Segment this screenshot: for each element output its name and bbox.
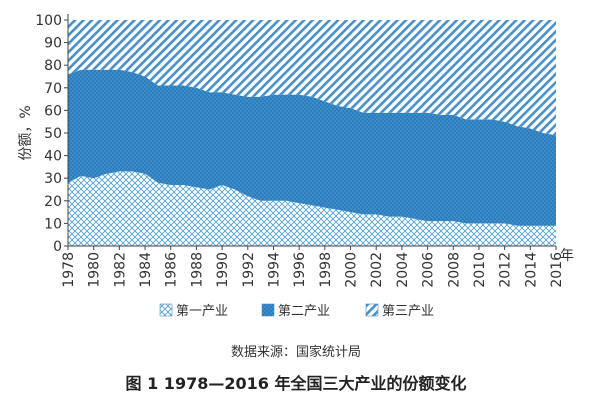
y-tick-label: 80 (44, 58, 62, 74)
legend-label-3: 第三产业 (382, 304, 434, 319)
x-tick-label: 1978 (61, 252, 77, 288)
x-tick-label: 1986 (164, 252, 180, 288)
axes: 0 10 20 30 40 50 60 70 80 90 100 1978 1980 1982 1984 19… (18, 13, 574, 288)
x-tick-label: 2004 (395, 252, 411, 288)
plot-areas (68, 20, 556, 246)
x-tick-label: 2012 (498, 252, 514, 288)
legend-swatch-1 (159, 303, 173, 317)
x-tick-label: 1982 (112, 252, 128, 288)
legend-swatch-3 (365, 303, 379, 317)
figure-caption: 图 1 1978—2016 年全国三大产业的份额变化 (125, 374, 467, 393)
area-series-2 (68, 69, 556, 226)
area-series-1 (68, 171, 556, 246)
legend-label-1: 第一产业 (176, 304, 228, 319)
legend-swatch-2 (261, 303, 275, 317)
x-tick-label: 2016 (549, 252, 565, 288)
y-tick-label: 70 (44, 81, 62, 97)
x-tick-label: 2000 (344, 252, 360, 288)
x-tick-label: 2006 (421, 252, 437, 288)
y-tick-label: 40 (44, 149, 62, 165)
x-tick-label: 1988 (189, 252, 205, 288)
x-tick-label: 2014 (523, 252, 539, 288)
x-tick-label: 1984 (138, 252, 154, 288)
x-tick-label: 1998 (318, 252, 334, 288)
legend-label-2: 第二产业 (278, 304, 330, 319)
y-tick-label: 30 (44, 171, 62, 187)
x-tick-label: 2010 (472, 252, 488, 288)
x-tick-label: 1994 (266, 252, 282, 288)
y-tick-label: 60 (44, 103, 62, 119)
x-tick-label: 1996 (292, 252, 308, 288)
x-tick-label: 1992 (241, 252, 257, 288)
y-tick-label: 100 (35, 13, 62, 29)
y-axis-title: 份额，% (18, 105, 34, 160)
x-unit-label: 年 (560, 248, 574, 264)
source-note: 数据来源：国家统计局 (230, 345, 361, 360)
y-tick-label: 90 (44, 36, 62, 52)
x-tick-label: 2002 (369, 252, 385, 288)
legend: 第一产业 第二产业 第三产业 (159, 303, 434, 319)
y-tick-label: 0 (53, 239, 62, 255)
y-tick-label: 20 (44, 194, 62, 210)
x-tick-label: 1990 (215, 252, 231, 288)
y-tick-label: 10 (44, 216, 62, 232)
x-tick-label: 1980 (87, 252, 103, 288)
area-series-3 (68, 20, 556, 136)
x-tick-label: 2008 (446, 252, 462, 288)
y-tick-label: 50 (44, 126, 62, 142)
